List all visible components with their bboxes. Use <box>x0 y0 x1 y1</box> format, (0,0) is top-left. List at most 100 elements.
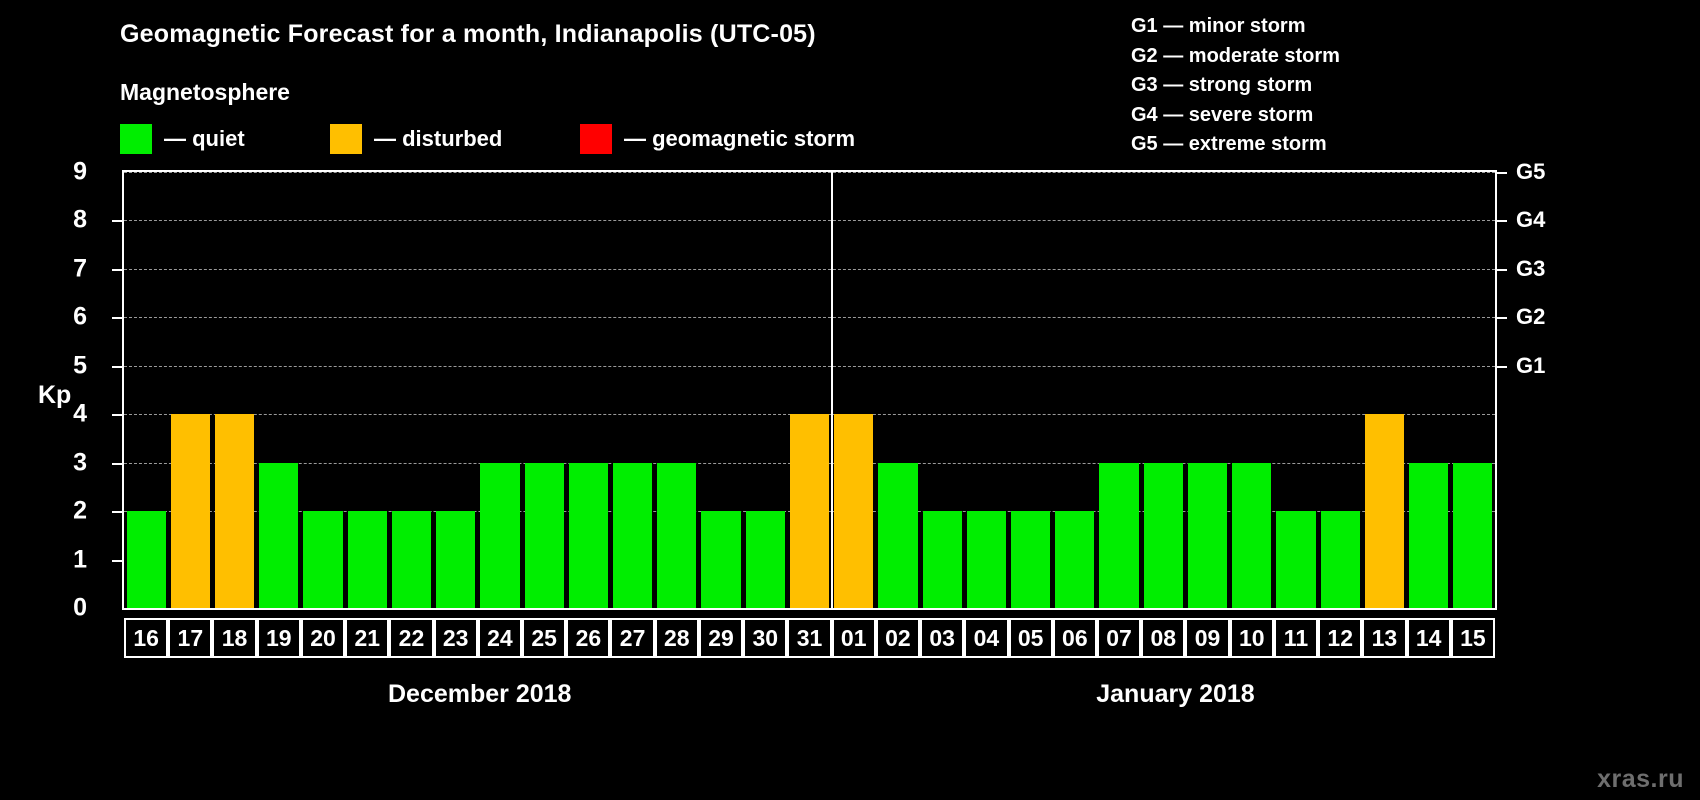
bar-day-11 <box>1276 511 1316 608</box>
bar-day-03 <box>922 511 962 608</box>
gridline-kp-5 <box>124 365 1495 367</box>
day-label-18: 18 <box>212 618 257 658</box>
month-divider-line <box>830 172 833 608</box>
g-scale-row-2: G2 — moderate storm <box>1131 44 1340 67</box>
y-tick-mark-1 <box>112 559 122 562</box>
bar-day-15 <box>1453 462 1493 608</box>
bar-day-10 <box>1232 462 1272 608</box>
y-tick-mark-5 <box>112 365 122 368</box>
bar-day-27 <box>612 462 653 608</box>
day-label-22: 22 <box>389 618 434 658</box>
bar-day-05 <box>1011 511 1051 608</box>
bar-day-07 <box>1099 462 1139 608</box>
y-tick-label-0: 0 <box>73 593 87 622</box>
day-label-29: 29 <box>698 618 744 658</box>
y-tick-label-1: 1 <box>73 545 87 574</box>
g-axis-label-G1: G1 <box>1516 352 1546 378</box>
day-label-04: 04 <box>964 618 1009 658</box>
day-label-14: 14 <box>1406 618 1451 658</box>
g-tick-mark-G4 <box>1497 220 1507 223</box>
bar-day-17 <box>170 414 210 608</box>
y-tick-mark-8 <box>112 220 122 223</box>
legend-entry-disturbed: — disturbed <box>330 122 502 156</box>
g-tick-mark-G1 <box>1497 365 1507 368</box>
day-label-26: 26 <box>566 618 611 658</box>
day-label-24: 24 <box>477 618 523 658</box>
y-tick-mark-3 <box>112 462 122 465</box>
bar-day-26 <box>568 462 608 608</box>
g-axis-label-G4: G4 <box>1516 207 1546 233</box>
y-tick-label-6: 6 <box>73 302 87 331</box>
y-tick-label-9: 9 <box>73 157 87 186</box>
day-label-06: 06 <box>1052 618 1097 658</box>
legend-swatch-quiet <box>120 124 152 154</box>
y-tick-label-7: 7 <box>73 254 87 283</box>
day-label-03: 03 <box>920 618 965 658</box>
y-tick-mark-6 <box>112 317 122 320</box>
day-label-30: 30 <box>743 618 788 658</box>
day-label-23: 23 <box>433 618 478 658</box>
day-label-09: 09 <box>1185 618 1230 658</box>
y-tick-label-8: 8 <box>73 205 87 234</box>
g-tick-mark-G3 <box>1497 268 1507 271</box>
day-label-13: 13 <box>1362 618 1407 658</box>
magnetosphere-section-label: Magnetosphere <box>120 79 290 105</box>
day-label-15: 15 <box>1450 618 1495 658</box>
bar-day-09 <box>1187 462 1228 608</box>
g-scale-legend: G1 — minor storm G2 — moderate storm G3 — … <box>1131 12 1340 160</box>
g-tick-mark-G5 <box>1497 172 1507 174</box>
bar-day-19 <box>259 462 299 608</box>
y-tick-label-4: 4 <box>73 399 87 428</box>
bar-day-25 <box>524 462 564 608</box>
bar-day-13 <box>1364 414 1405 608</box>
bar-day-02 <box>878 462 918 608</box>
legend-entry-geomagnetic-storm: — geomagnetic storm <box>580 122 855 156</box>
day-label-02: 02 <box>875 618 921 658</box>
gridline-kp-6 <box>124 317 1495 319</box>
day-label-07: 07 <box>1096 618 1142 658</box>
y-tick-mark-7 <box>112 268 122 271</box>
day-label-27: 27 <box>610 618 655 658</box>
day-label-31: 31 <box>787 618 832 658</box>
day-label-20: 20 <box>300 618 346 658</box>
page-title: Geomagnetic Forecast for a month, Indian… <box>120 20 816 48</box>
legend-label-quiet: — quiet <box>164 126 245 151</box>
bar-day-29 <box>701 511 741 608</box>
day-label-19: 19 <box>256 618 301 658</box>
day-label-16: 16 <box>124 618 169 658</box>
bar-day-18 <box>214 414 255 608</box>
day-label-25: 25 <box>522 618 567 658</box>
y-tick-mark-4 <box>112 414 122 417</box>
bar-day-24 <box>480 462 520 608</box>
g-axis-label-G2: G2 <box>1516 304 1546 330</box>
g-scale-row-1: G1 — minor storm <box>1131 15 1306 37</box>
g-tick-mark-G2 <box>1497 317 1507 320</box>
legend-entry-quiet: — quiet <box>120 122 245 156</box>
bar-day-06 <box>1055 511 1095 608</box>
bar-day-16 <box>126 511 166 608</box>
day-label-12: 12 <box>1318 618 1363 658</box>
watermark: xras.ru <box>1597 765 1684 793</box>
bar-day-20 <box>303 511 343 608</box>
day-label-08: 08 <box>1141 618 1186 658</box>
month-label-0: December 2018 <box>388 680 572 708</box>
legend-label-geomagnetic-storm: — geomagnetic storm <box>624 126 856 151</box>
legend-swatch-geomagnetic-storm <box>580 124 612 154</box>
bar-day-21 <box>347 511 387 608</box>
bar-day-30 <box>745 511 785 608</box>
gridline-kp-8 <box>124 220 1495 222</box>
g-scale-row-4: G4 — severe storm <box>1131 103 1314 126</box>
y-axis-title: Kp <box>38 381 72 409</box>
gridline-kp-7 <box>124 268 1495 270</box>
day-label-21: 21 <box>345 618 390 658</box>
plot-area <box>122 170 1497 610</box>
g-axis-label-G5: G5 <box>1516 159 1546 184</box>
legend-swatch-disturbed <box>330 124 362 154</box>
bar-day-04 <box>966 511 1006 608</box>
month-label-1: January 2018 <box>1096 680 1255 708</box>
day-axis: 16 17 18 19 20 21 22 23 24 25 26 27 28 29 30 31 01 02 03 04… <box>122 618 1497 658</box>
gridline-kp-9 <box>124 172 1495 173</box>
bar-day-08 <box>1143 462 1183 608</box>
y-tick-mark-2 <box>112 511 122 514</box>
g-axis-label-G3: G3 <box>1516 255 1546 281</box>
